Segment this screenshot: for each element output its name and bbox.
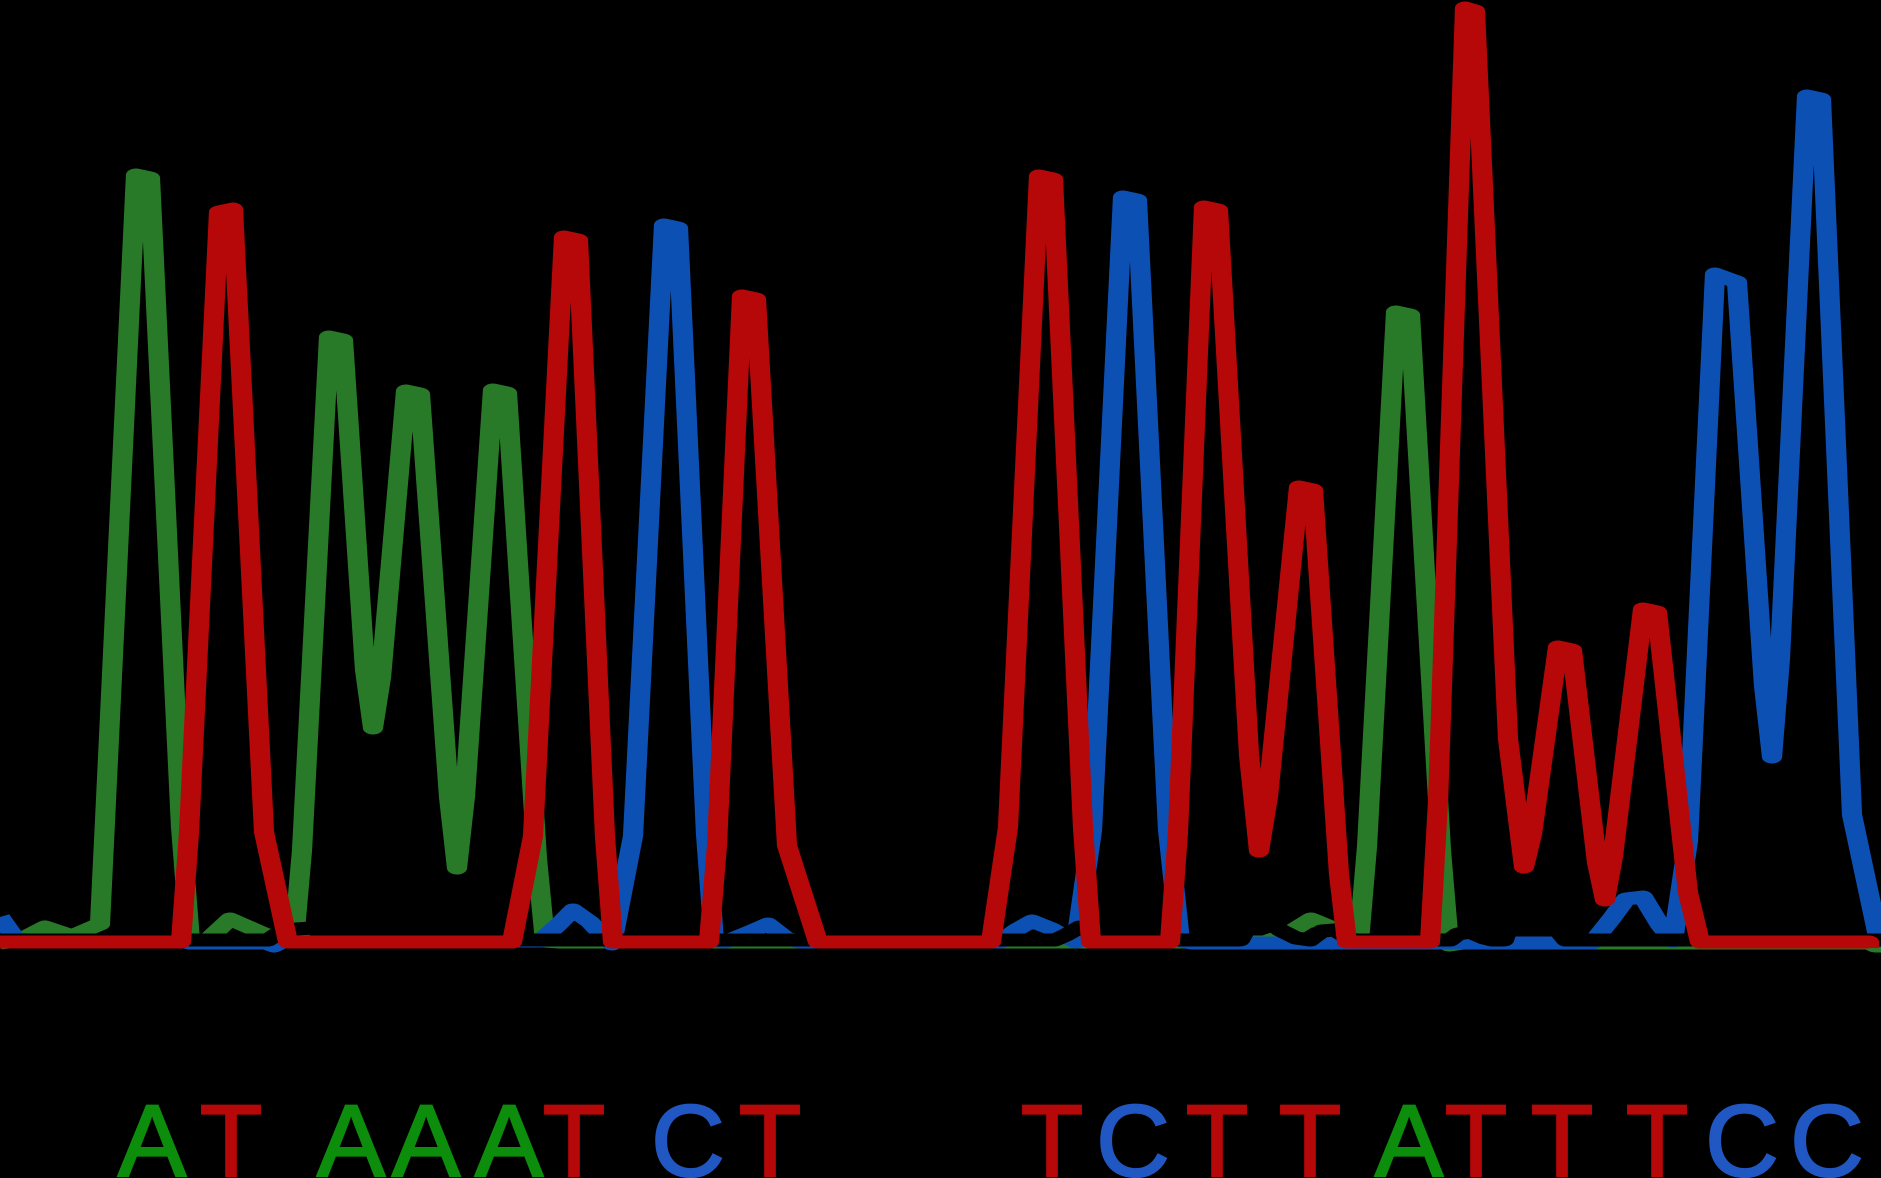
svg-text:C: C (1096, 1084, 1170, 1178)
svg-text:T: T (1186, 1084, 1248, 1178)
svg-text:C: C (1705, 1084, 1779, 1178)
svg-text:A: A (1375, 1084, 1443, 1178)
svg-text:T: T (1279, 1084, 1341, 1178)
svg-text:A: A (317, 1084, 385, 1178)
svg-text:A: A (118, 1084, 186, 1178)
svg-text:A: A (392, 1084, 460, 1178)
svg-text:T: T (200, 1084, 262, 1178)
svg-text:T: T (1445, 1084, 1507, 1178)
svg-text:T: T (1531, 1084, 1593, 1178)
svg-text:C: C (651, 1084, 725, 1178)
svg-text:T: T (739, 1084, 801, 1178)
svg-text:T: T (1021, 1084, 1083, 1178)
svg-text:T: T (543, 1084, 605, 1178)
svg-text:C: C (1790, 1084, 1864, 1178)
svg-text:T: T (1626, 1084, 1688, 1178)
svg-text:A: A (475, 1084, 543, 1178)
